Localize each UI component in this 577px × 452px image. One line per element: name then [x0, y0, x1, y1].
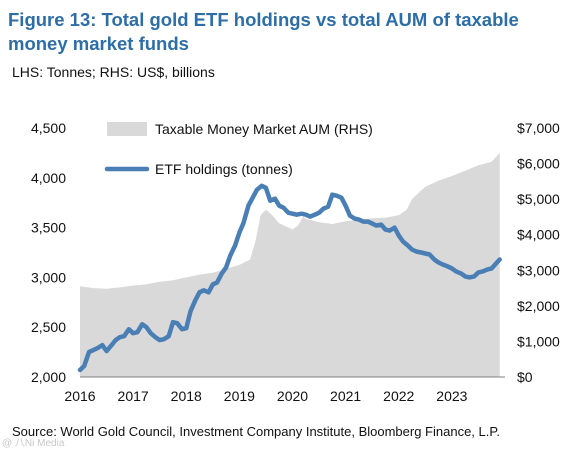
- y-right-tick-label: $0: [517, 369, 533, 385]
- y-left-tick-label: 2,000: [31, 369, 66, 385]
- y-right-tick-label: $6,000: [517, 156, 560, 172]
- x-tick-label: 2022: [383, 388, 414, 404]
- y-left-tick-label: 4,500: [31, 120, 66, 136]
- x-tick-label: 2018: [171, 388, 202, 404]
- y-left-tick-label: 3,000: [31, 269, 66, 285]
- x-tick-label: 2023: [436, 388, 467, 404]
- y-right-tick-label: $5,000: [517, 191, 560, 207]
- x-tick-label: 2020: [277, 388, 308, 404]
- source-note: Source: World Gold Council, Investment C…: [12, 424, 500, 439]
- legend: Taxable Money Market AUM (RHS) ETF holdi…: [104, 121, 373, 177]
- y-left-tick-label: 4,000: [31, 170, 66, 186]
- etf-line-layer: [77, 183, 502, 373]
- chart-title: Figure 13: Total gold ETF holdings vs to…: [8, 9, 519, 54]
- chart-subtitle: LHS: Tonnes; RHS: US$, billions: [12, 64, 215, 80]
- tick-labels: 2,000 2,500 3,000 3,500 4,000 4,500 $0 $1,000 $2…: [31, 120, 560, 404]
- y-right-tick-label: $1,000: [517, 333, 560, 349]
- y-right-tick-label: $2,000: [517, 298, 560, 314]
- y-left-tick-label: 2,500: [31, 319, 66, 335]
- legend-label-aum: Taxable Money Market AUM (RHS): [155, 121, 373, 137]
- x-tick-label: 2019: [224, 388, 255, 404]
- x-tick-label: 2021: [330, 388, 361, 404]
- watermark: @ 八Ni Media: [2, 438, 65, 449]
- y-right-tick-label: $7,000: [517, 120, 560, 136]
- legend-swatch-aum: [107, 122, 147, 136]
- legend-label-etf: ETF holdings (tonnes): [155, 161, 293, 177]
- aum-area: [80, 152, 500, 377]
- x-tick-label: 2017: [118, 388, 149, 404]
- aum-area-layer: [80, 152, 500, 377]
- y-right-tick-label: $3,000: [517, 262, 560, 278]
- y-right-tick-label: $4,000: [517, 227, 560, 243]
- x-tick-label: 2016: [64, 388, 95, 404]
- etf-holdings-line: [77, 183, 502, 373]
- y-left-tick-label: 3,500: [31, 220, 66, 236]
